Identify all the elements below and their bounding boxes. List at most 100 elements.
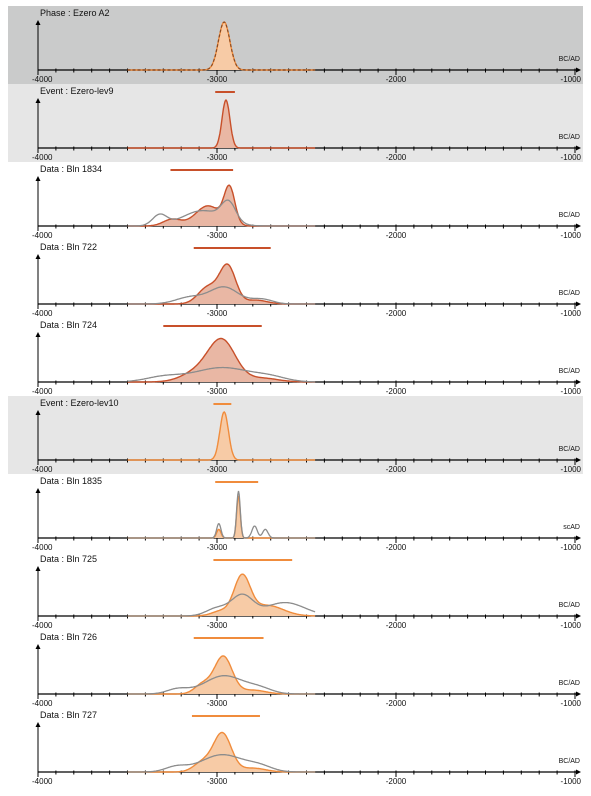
panel-7: Data : Bln 1835 -4000 -3000 -2000 -1000 scAD [8,474,583,552]
axis-unit-label: BC/AD [559,602,580,609]
tick-label: -1000 [561,543,582,552]
posterior-density-fill [127,264,316,304]
likelihood-curve [127,199,316,227]
tick-label: -3000 [207,699,228,708]
tick-label: -2000 [386,309,407,318]
panel-background [8,474,583,552]
tick-label: -4000 [32,153,53,162]
likelihood-curve [127,593,316,617]
likelihood-curve [127,754,316,773]
tick-label: -3000 [207,75,228,84]
panel-label: Data : Bln 722 [40,242,97,252]
y-axis-arrow [35,176,41,181]
tick-label: -1000 [561,231,582,240]
likelihood-curve [127,286,316,305]
tick-label: -3000 [207,621,228,630]
posterior-density-fill [127,22,316,70]
y-axis-arrow [35,644,41,649]
y-axis-arrow [35,332,41,337]
y-axis-arrow [35,98,41,103]
panel-background [8,84,583,162]
tick-label: -4000 [32,777,53,786]
posterior-density-line [127,411,316,461]
tick-label: -1000 [561,309,582,318]
x-axis-arrow [576,145,581,151]
axis-unit-label: BC/AD [559,368,580,375]
y-axis-arrow [35,410,41,415]
tick-label: -4000 [32,621,53,630]
panel-background [8,6,583,84]
posterior-density-fill [127,412,316,460]
tick-label: -3000 [207,543,228,552]
axis-unit-label: BC/AD [559,290,580,297]
tick-label: -3000 [207,309,228,318]
panel-1: Phase : Ezero A2 -4000 -3000 -2000 -1000 BC/A… [8,6,583,84]
y-axis-arrow [35,254,41,259]
panel-label: Phase : Ezero A2 [40,8,110,18]
tick-label: -1000 [561,465,582,474]
posterior-density-fill [127,656,316,694]
axis-unit-label: BC/AD [559,56,580,63]
tick-label: -2000 [386,543,407,552]
tick-label: -2000 [386,231,407,240]
axis-unit-label: BC/AD [559,134,580,141]
tick-label: -3000 [207,465,228,474]
panel-6: Event : Ezero-lev10 -4000 -3000 -2000 -1000 B… [8,396,583,474]
panel-8: Data : Bln 725 -4000 -3000 -2000 -1000 BC/AD [8,552,583,630]
y-axis-arrow [35,566,41,571]
posterior-density-fill [127,338,316,382]
likelihood-curve [127,366,316,383]
tick-label: -1000 [561,387,582,396]
tick-label: -2000 [386,777,407,786]
tick-label: -2000 [386,465,407,474]
y-axis-arrow [35,488,41,493]
panel-label: Data : Bln 725 [40,554,97,564]
axis-unit-label: BC/AD [559,758,580,765]
tick-label: -4000 [32,387,53,396]
tick-label: -2000 [386,699,407,708]
panel-2: Event : Ezero-lev9 -4000 -3000 -2000 -1000 BC… [8,84,583,162]
tick-label: -1000 [561,153,582,162]
x-axis-arrow [576,691,581,697]
x-axis-arrow [576,769,581,775]
posterior-density-line [127,337,316,383]
panel-label: Data : Bln 726 [40,632,97,642]
tick-label: -2000 [386,621,407,630]
panel-label: Event : Ezero-lev10 [40,398,119,408]
tick-label: -1000 [561,699,582,708]
panel-background [8,630,583,708]
tick-label: -4000 [32,231,53,240]
tick-label: -4000 [32,465,53,474]
likelihood-curve [127,490,316,539]
panel-label: Data : Bln 724 [40,320,97,330]
posterior-density-line [127,99,316,149]
panel-background [8,162,583,240]
likelihood-curve [127,675,316,695]
x-axis-arrow [576,535,581,541]
tick-label: -4000 [32,543,53,552]
panel-background [8,318,583,396]
tick-label: -1000 [561,777,582,786]
axis-unit-label: BC/AD [559,446,580,453]
panel-10: Data : Bln 727 -4000 -3000 -2000 -1000 BC/AD [8,708,583,786]
panel-label: Data : Bln 1835 [40,476,102,486]
y-axis-arrow [35,20,41,25]
posterior-density-fill [127,185,316,226]
x-axis-arrow [576,379,581,385]
tick-label: -2000 [386,75,407,84]
y-axis-arrow [35,722,41,727]
axis-unit-label: scAD [563,524,580,531]
posterior-density-line [127,655,316,695]
axis-unit-label: BC/AD [559,680,580,687]
x-axis-arrow [576,223,581,229]
tick-label: -1000 [561,75,582,84]
tick-label: -3000 [207,387,228,396]
panel-4: Data : Bln 722 -4000 -3000 -2000 -1000 BC/AD [8,240,583,318]
x-axis-arrow [576,301,581,307]
tick-label: -2000 [386,387,407,396]
panel-background [8,240,583,318]
x-axis-arrow [576,67,581,73]
x-axis-arrow [576,457,581,463]
